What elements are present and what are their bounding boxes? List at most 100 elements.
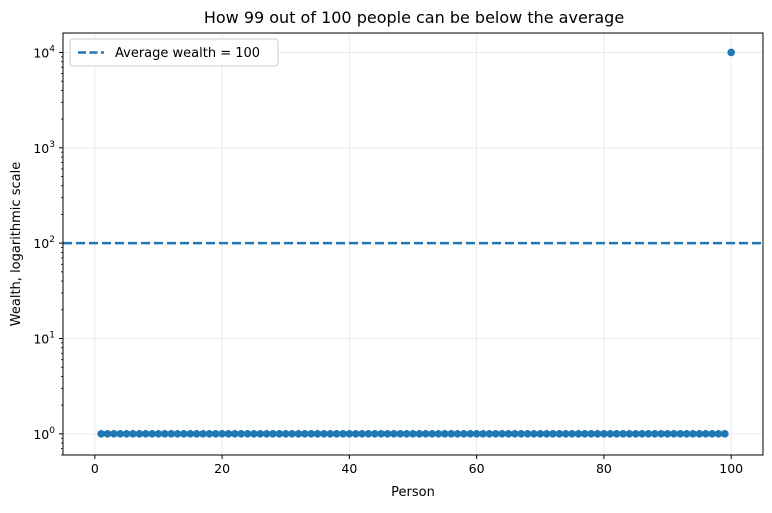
data-point <box>275 430 284 438</box>
data-point <box>250 430 258 438</box>
data-point <box>727 48 735 57</box>
data-point <box>574 430 583 438</box>
data-point <box>428 430 436 438</box>
data-point <box>358 430 366 438</box>
data-point <box>288 430 296 438</box>
data-point <box>390 430 398 438</box>
data-point <box>116 430 125 438</box>
data-point <box>498 430 506 438</box>
data-point <box>364 430 373 438</box>
data-point <box>485 430 494 438</box>
data-point <box>186 430 195 438</box>
data-point <box>122 430 131 438</box>
data-point <box>371 430 379 438</box>
data-point <box>148 430 156 438</box>
data-point <box>345 430 354 438</box>
data-point <box>695 430 704 438</box>
data-point <box>409 430 417 438</box>
data-point <box>434 430 443 438</box>
data-point <box>199 430 207 438</box>
data-point <box>180 430 188 438</box>
data-point <box>549 430 557 438</box>
data-point <box>243 430 252 438</box>
data-point <box>555 430 564 438</box>
data-points <box>97 48 735 438</box>
data-point <box>568 430 576 438</box>
legend: Average wealth = 100 <box>69 38 279 67</box>
data-point <box>237 430 245 438</box>
data-point <box>542 430 551 438</box>
x-axis-label: Person <box>391 485 435 500</box>
data-point <box>256 430 265 438</box>
data-point <box>644 430 653 438</box>
data-point <box>224 430 233 438</box>
data-point <box>619 430 627 438</box>
data-point <box>192 430 201 438</box>
data-point <box>714 430 723 438</box>
data-point <box>167 430 175 438</box>
data-point <box>313 430 322 438</box>
data-point <box>351 430 360 438</box>
y-tick-label: 102 <box>33 235 55 251</box>
data-point <box>441 430 449 438</box>
data-point <box>320 430 328 438</box>
data-point <box>103 430 112 438</box>
data-point <box>701 430 710 438</box>
chart-title: How 99 out of 100 people can be below th… <box>204 8 624 27</box>
data-point <box>396 430 405 438</box>
data-point <box>612 430 621 438</box>
data-point <box>97 430 105 438</box>
data-point <box>689 430 697 438</box>
data-point <box>631 430 640 438</box>
data-point <box>491 430 500 438</box>
data-point <box>447 430 455 438</box>
data-point <box>141 430 150 438</box>
data-point <box>479 430 487 438</box>
x-tick-label: 20 <box>214 461 230 476</box>
data-point <box>129 430 137 438</box>
data-point <box>211 430 220 438</box>
data-point <box>205 430 214 438</box>
y-tick-label: 103 <box>33 140 55 156</box>
data-point <box>466 430 475 438</box>
data-point <box>676 430 685 438</box>
x-tick-label: 80 <box>596 461 612 476</box>
data-point <box>307 430 315 438</box>
data-point <box>523 430 532 438</box>
data-point <box>536 430 545 438</box>
data-point <box>504 430 513 438</box>
y-tick-label: 100 <box>33 426 55 442</box>
data-point <box>173 430 182 438</box>
data-point <box>421 430 430 438</box>
y-tick-label: 104 <box>33 44 55 60</box>
data-point <box>587 430 595 438</box>
data-point <box>332 430 341 438</box>
data-point <box>231 430 239 438</box>
x-tick-label: 0 <box>91 461 99 476</box>
data-point <box>301 430 309 438</box>
x-tick-label: 40 <box>341 461 357 476</box>
data-point <box>377 430 385 438</box>
y-axis-label: Wealth, logarithmic scale <box>9 162 24 326</box>
data-point <box>708 430 716 438</box>
data-point <box>517 430 525 438</box>
data-point <box>154 430 163 438</box>
data-point <box>460 430 468 438</box>
legend-box <box>69 38 279 67</box>
data-point <box>262 430 271 438</box>
data-point <box>670 430 678 438</box>
data-point <box>218 430 226 438</box>
data-point <box>402 430 411 438</box>
data-point <box>326 430 335 438</box>
data-point <box>593 430 602 438</box>
data-point <box>339 430 347 438</box>
data-point <box>663 430 672 438</box>
data-point <box>511 430 519 438</box>
data-point <box>383 430 392 438</box>
data-point <box>135 430 144 438</box>
data-point <box>651 430 659 438</box>
data-point <box>472 430 481 438</box>
data-point <box>110 430 118 438</box>
